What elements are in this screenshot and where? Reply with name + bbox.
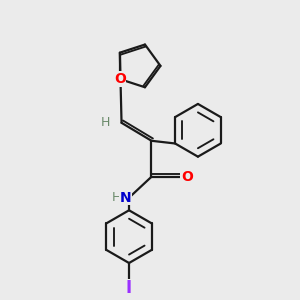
Text: O: O <box>181 170 193 184</box>
Text: N: N <box>120 191 131 205</box>
Text: H: H <box>100 116 110 129</box>
Text: I: I <box>126 280 132 298</box>
Text: O: O <box>114 72 126 86</box>
Text: H: H <box>112 191 121 204</box>
